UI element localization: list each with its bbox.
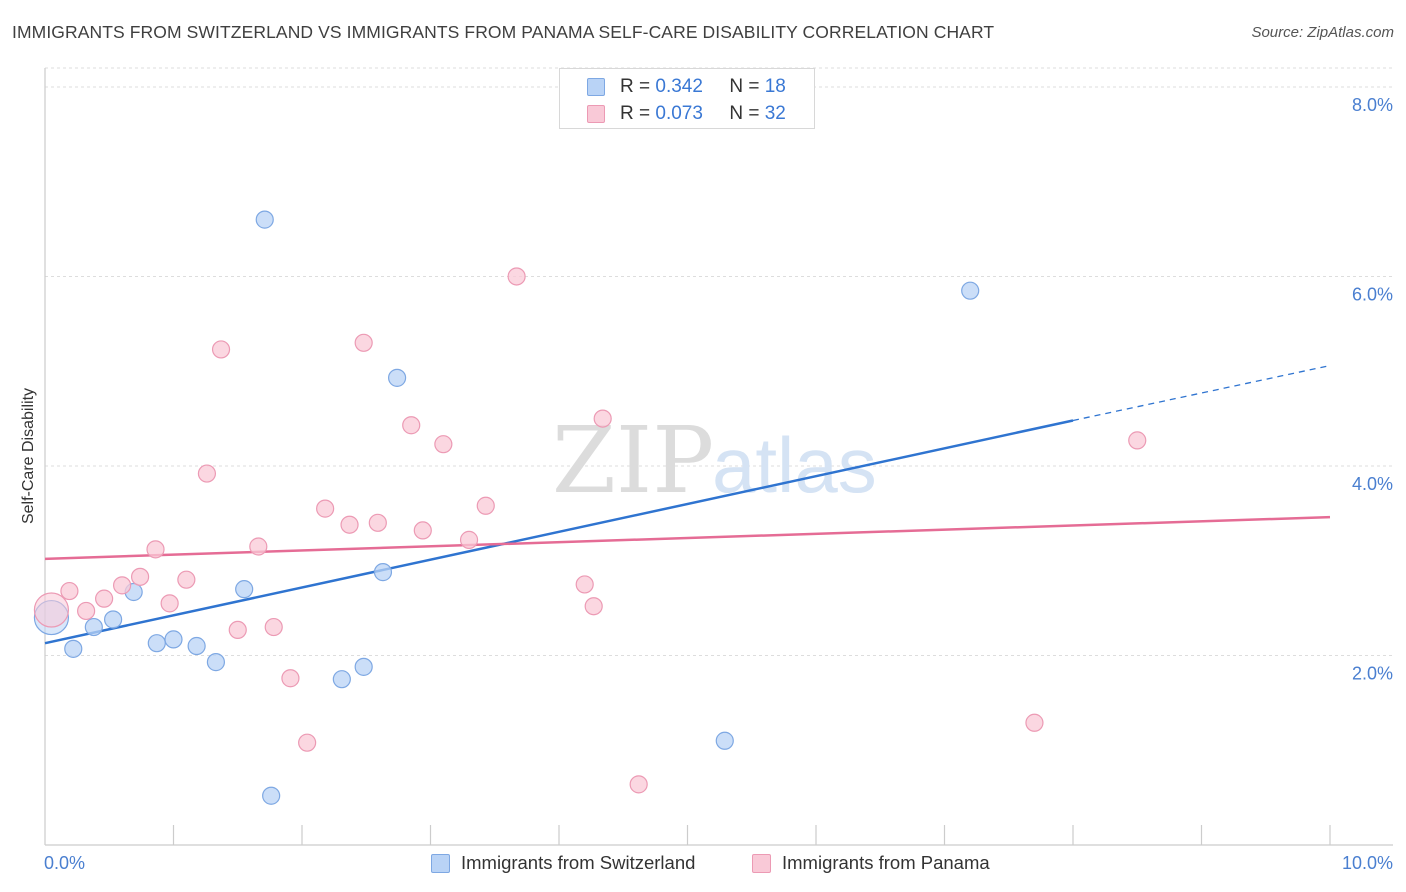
panama-point [197,464,217,483]
panama-point [130,567,150,586]
panama-point [593,409,612,428]
switzerland-point [387,368,407,387]
stats-legend: R = 0.342 N = 18 R = 0.073 N = 32 [559,68,815,129]
switzerland-point [354,657,373,676]
switzerland-point [84,617,103,637]
legend-n-value: 32 [764,103,786,124]
switzerland-trend-line [44,419,1074,645]
panama-point [575,575,594,594]
switzerland-point [104,610,123,629]
panama-point [228,620,247,640]
switzerland-point [262,786,281,805]
panama-point [368,513,387,532]
panama-point [298,733,317,752]
legend-swatch-pink [752,853,771,873]
panama-point [146,540,165,559]
panama-point [112,576,132,595]
legend-r-label: R = [620,103,651,124]
legend-swatch-pink [587,105,605,123]
switzerland-trend-line-extension [1072,364,1331,422]
legend-swatch-blue [587,78,605,96]
panama-point [584,597,603,616]
panama-point [340,515,359,534]
panama-point [1025,713,1044,732]
panama-point [1128,431,1147,450]
switzerland-point [715,731,734,750]
legend-r-value: 0.073 [655,103,703,124]
x-tick-labels: 0.0% 10.0% [44,853,1393,873]
legend-r-label: R = [620,76,651,97]
panama-point [629,775,648,794]
legend-item-panama[interactable]: Immigrants from Panama [752,852,990,874]
panama-point [177,570,196,589]
panama-point [281,669,300,688]
legend-item-switzerland[interactable]: Immigrants from Switzerland [431,852,695,874]
x-tick-label: 0.0% [44,853,85,873]
switzerland-point [206,653,226,672]
series-legend: Immigrants from Switzerland Immigrants f… [0,852,1406,878]
switzerland-point [373,563,393,582]
panama-point [459,530,479,549]
watermark-atlas: atlas [712,421,877,509]
panama-point [476,496,495,515]
panama-point [402,416,421,435]
y-tick-label: 6.0% [1352,284,1393,304]
panama-point [264,617,283,637]
legend-label-switzerland: Immigrants from Switzerland [461,852,696,873]
panama-point [60,581,79,601]
watermark-zip: ZIP [552,407,714,514]
legend-swatch-blue [431,853,450,873]
switzerland-point [164,630,183,649]
switzerland-point [961,281,980,300]
panama-point [413,521,432,540]
legend-n-label: N = [729,76,760,97]
switzerland-point [187,636,206,656]
y-tick-label: 8.0% [1352,95,1393,115]
watermark: ZIP atlas [552,407,877,514]
panama-point [77,601,96,621]
panama-point [211,340,231,359]
panama-point [160,594,179,613]
y-axis-label: Self-Care Disability [20,388,37,524]
switzerland-point [235,580,254,599]
chart-title: IMMIGRANTS FROM SWITZERLAND VS IMMIGRANT… [12,22,995,42]
panama-point [249,537,268,556]
y-tick-label: 2.0% [1352,663,1393,683]
switzerland-point [255,210,274,229]
panama-point [316,499,335,518]
source-label: Source: ZipAtlas.com [1251,24,1394,41]
x-tick-label: 10.0% [1342,853,1393,873]
grid-lines [45,67,1393,656]
panama-point [434,435,453,454]
switzerland-point [64,639,83,658]
legend-label-panama: Immigrants from Panama [782,852,990,873]
panama-point [354,333,373,352]
legend-n-value: 18 [764,76,786,97]
panama-point [95,589,114,608]
panama-trend-line [44,515,1331,561]
y-tick-labels: 2.0% 4.0% 6.0% 8.0% [1352,95,1393,684]
data-points [33,210,1147,805]
switzerland-point [147,634,166,653]
panama-point [33,592,70,628]
axes [44,68,1393,846]
legend-n-label: N = [729,103,760,124]
switzerland-point [332,670,351,689]
legend-r-value: 0.342 [655,76,703,97]
y-tick-label: 4.0% [1352,474,1393,494]
panama-point [507,267,526,286]
